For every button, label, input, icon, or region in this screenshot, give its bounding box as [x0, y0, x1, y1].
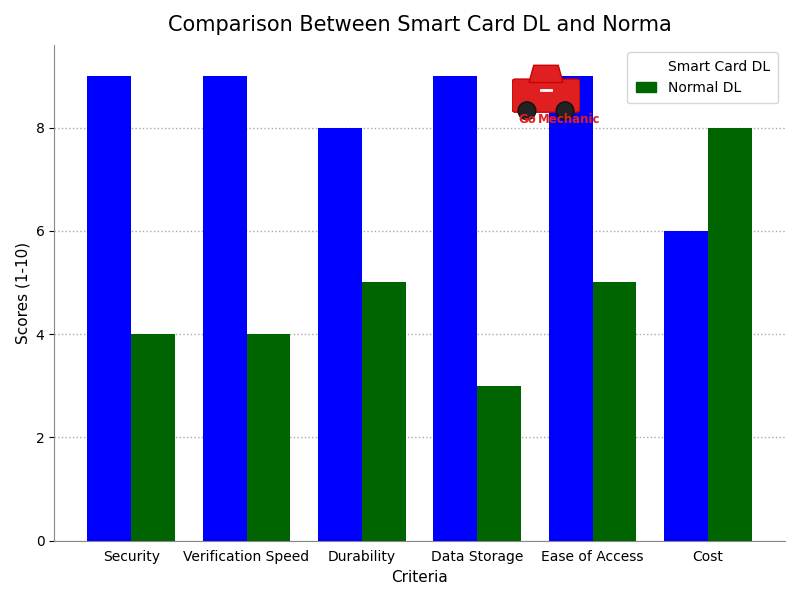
Circle shape: [518, 102, 536, 120]
Bar: [87, 76, 131, 541]
Text: Mechanic: Mechanic: [538, 113, 600, 126]
Y-axis label: Scores (1-10): Scores (1-10): [15, 242, 30, 344]
X-axis label: Criteria: Criteria: [391, 570, 448, 585]
Bar: [131, 334, 175, 541]
FancyBboxPatch shape: [512, 79, 580, 112]
Bar: [549, 76, 593, 541]
Bar: [478, 386, 521, 541]
Bar: [246, 334, 290, 541]
Legend: Smart Card DL, Normal DL: Smart Card DL, Normal DL: [627, 52, 778, 103]
Bar: [593, 283, 637, 541]
Circle shape: [556, 102, 574, 120]
Text: Go: Go: [518, 113, 536, 126]
Bar: [708, 128, 752, 541]
Polygon shape: [529, 65, 563, 83]
Bar: [318, 128, 362, 541]
Bar: [664, 231, 708, 541]
Bar: [362, 283, 406, 541]
Title: Comparison Between Smart Card DL and Norma: Comparison Between Smart Card DL and Nor…: [168, 15, 671, 35]
Bar: [434, 76, 478, 541]
Bar: [202, 76, 246, 541]
